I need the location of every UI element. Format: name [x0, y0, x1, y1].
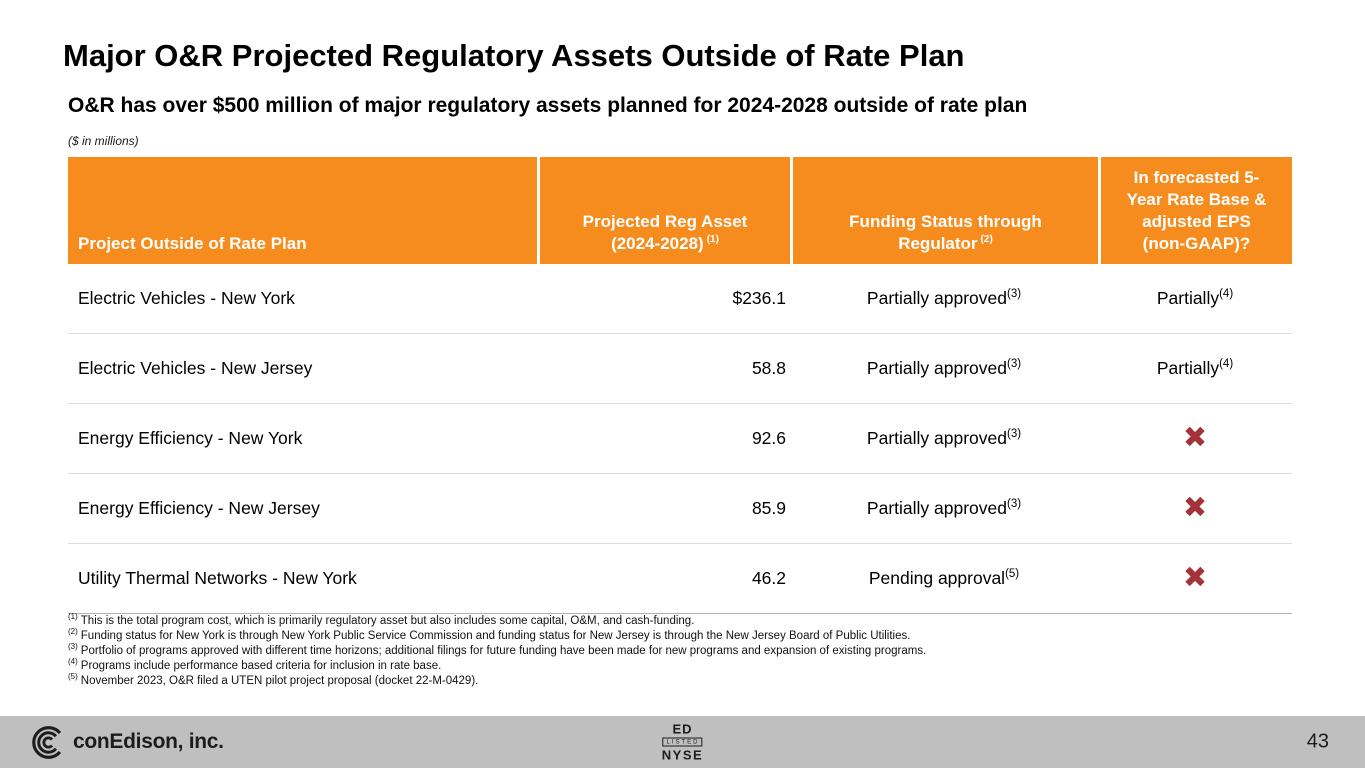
footnote-marker: (5)	[68, 672, 78, 682]
header-label-rate-base: In forecasted 5- Year Rate Base & adjust…	[1126, 168, 1267, 253]
funding-status-cell: Partially approved(3)	[790, 428, 1098, 449]
not-included-x-icon: ✖	[1182, 492, 1208, 524]
footnote-ref-1: (1)	[706, 234, 719, 246]
footnote-text: November 2023, O&R filed a UTEN pilot pr…	[80, 675, 479, 687]
header-cell-funding-status: Funding Status through Regulator (2)	[790, 157, 1098, 264]
project-cell: Electric Vehicles - New York	[78, 288, 295, 308]
funding-status-cell: Pending approval(5)	[790, 568, 1098, 589]
coned-logo-icon	[32, 725, 62, 759]
coned-logo: conEdison, inc.	[30, 716, 224, 768]
footnote-marker: (4)	[68, 657, 78, 667]
footer-bar: conEdison, inc. ED LISTED NYSE 43	[0, 716, 1365, 768]
rate-base-cell: ✖	[1098, 564, 1292, 593]
footnotes: (1) This is the total program cost, which…	[68, 612, 1292, 689]
funding-status-text: Partially approved	[866, 498, 1007, 518]
footnote-text: Portfolio of programs approved with diff…	[80, 645, 927, 657]
nyse-exchange-label: NYSE	[661, 747, 704, 763]
rate-base-text: Partially	[1156, 288, 1220, 308]
rate-base-cell: Partially(4)	[1098, 288, 1292, 309]
page-number: 43	[1306, 730, 1329, 753]
project-cell: Energy Efficiency - New York	[78, 428, 303, 448]
footnote-marker: (1)	[68, 612, 78, 622]
amount-cell: 92.6	[751, 428, 786, 448]
not-included-x-icon: ✖	[1182, 562, 1208, 594]
footnote: (3) Portfolio of programs approved with d…	[68, 642, 1292, 659]
table-row: Energy Efficiency - New Jersey 85.9 Part…	[68, 473, 1292, 543]
table-row: Utility Thermal Networks - New York 46.2…	[68, 543, 1292, 613]
footnote-ref-4: (4)	[1219, 358, 1234, 371]
amount-cell: 85.9	[751, 498, 786, 518]
footnote-ref-3: (3)	[1007, 428, 1022, 441]
funding-status-text: Pending approval	[868, 568, 1006, 588]
rate-base-text: Partially	[1156, 358, 1220, 378]
header-cell-amount: Projected Reg Asset (2024-2028) (1)	[537, 157, 790, 264]
header-label-project: Project Outside of Rate Plan	[78, 234, 307, 253]
table-row: Electric Vehicles - New York $236.1 Part…	[68, 264, 1292, 333]
table-row: Energy Efficiency - New York 92.6 Partia…	[68, 403, 1292, 473]
header-label-funding-status: Funding Status through Regulator	[849, 212, 1042, 253]
funding-status-text: Partially approved	[866, 358, 1007, 378]
slide-title: Major O&R Projected Regulatory Assets Ou…	[63, 38, 965, 73]
footnote-ref-3: (3)	[1007, 498, 1022, 511]
slide-subtitle: O&R has over $500 million of major regul…	[68, 94, 1028, 117]
footnote-ref-4: (4)	[1219, 288, 1234, 301]
footnote-ref-3: (3)	[1007, 288, 1022, 301]
nyse-ticker: ED	[672, 721, 693, 737]
project-cell: Utility Thermal Networks - New York	[78, 568, 357, 588]
funding-status-text: Partially approved	[866, 288, 1007, 308]
footnote: (1) This is the total program cost, which…	[68, 612, 1292, 629]
project-cell: Energy Efficiency - New Jersey	[78, 498, 320, 518]
header-label-amount: Projected Reg Asset (2024-2028)	[582, 212, 748, 253]
footnote: (5) November 2023, O&R filed a UTEN pilot…	[68, 672, 1292, 689]
company-name: conEdison, inc.	[73, 730, 224, 753]
funding-status-cell: Partially approved(3)	[790, 288, 1098, 309]
footnote-text: Funding status for New York is through N…	[80, 630, 911, 642]
funding-status-text: Partially approved	[866, 428, 1007, 448]
footnote: (2) Funding status for New York is throug…	[68, 627, 1292, 644]
funding-status-cell: Partially approved(3)	[790, 358, 1098, 379]
table-body: Electric Vehicles - New York $236.1 Part…	[68, 264, 1292, 614]
amount-cell: 46.2	[751, 568, 786, 588]
footnote-marker: (2)	[68, 627, 78, 637]
amount-cell: $236.1	[732, 288, 786, 308]
not-included-x-icon: ✖	[1182, 422, 1208, 454]
header-cell-project: Project Outside of Rate Plan	[68, 157, 537, 264]
rate-base-cell: Partially(4)	[1098, 358, 1292, 379]
nyse-listed-label: LISTED	[662, 737, 703, 747]
nyse-listed-badge: ED LISTED NYSE	[662, 722, 703, 763]
rate-base-cell: ✖	[1098, 494, 1292, 523]
header-cell-rate-base: In forecasted 5- Year Rate Base & adjust…	[1098, 157, 1292, 264]
footnote-ref-3: (3)	[1007, 358, 1022, 371]
project-cell: Electric Vehicles - New Jersey	[78, 358, 313, 378]
footnote: (4) Programs include performance based cr…	[68, 657, 1292, 674]
amount-cell: 58.8	[751, 358, 786, 378]
units-note: ($ in millions)	[68, 134, 139, 148]
rate-base-cell: ✖	[1098, 424, 1292, 453]
table-row: Electric Vehicles - New Jersey 58.8 Part…	[68, 333, 1292, 403]
table-header-row: Project Outside of Rate Plan Projected R…	[68, 157, 1292, 264]
footnote-text: This is the total program cost, which is…	[80, 615, 695, 627]
footnote-ref-2: (2)	[980, 234, 993, 246]
regulatory-assets-table: Project Outside of Rate Plan Projected R…	[68, 157, 1292, 614]
funding-status-cell: Partially approved(3)	[790, 498, 1098, 519]
footnote-ref-5: (5)	[1005, 568, 1020, 581]
footnote-marker: (3)	[68, 642, 78, 652]
footnote-text: Programs include performance based crite…	[80, 660, 442, 672]
